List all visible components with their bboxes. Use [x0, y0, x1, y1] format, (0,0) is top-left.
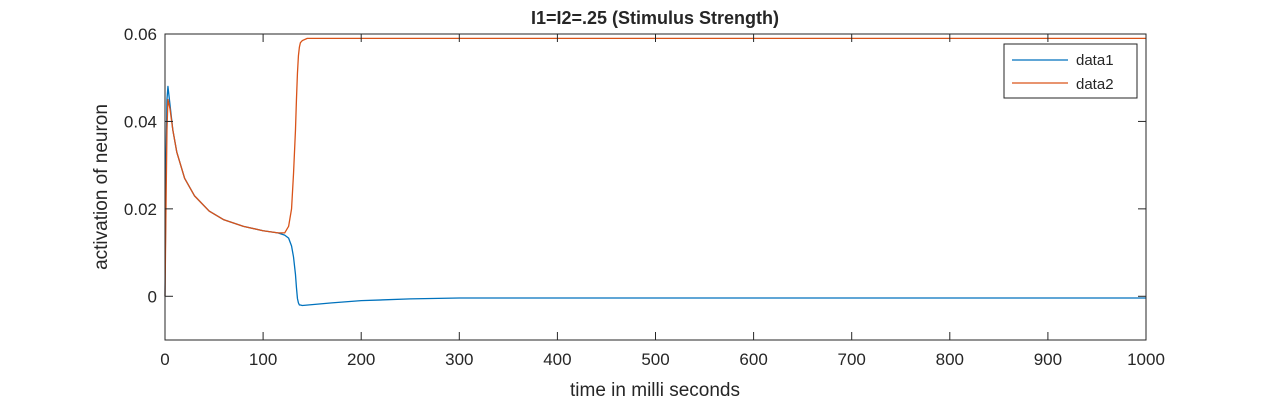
- x-tick-label: 500: [641, 350, 669, 369]
- y-tick-label: 0: [148, 287, 157, 306]
- y-tick-label: 0.04: [124, 112, 157, 131]
- x-tick-label: 1000: [1127, 350, 1165, 369]
- x-tick-label: 400: [543, 350, 571, 369]
- x-tick-label: 600: [739, 350, 767, 369]
- chart-title: I1=I2=.25 (Stimulus Strength): [531, 8, 779, 28]
- x-axis-ticks: 0 100 200 300 400 500 600 700 800 900 1000: [160, 34, 1165, 369]
- y-tick-label: 0.06: [124, 25, 157, 44]
- x-tick-label: 100: [249, 350, 277, 369]
- series-line-data2: [164, 37, 1146, 297]
- legend: data1 data2: [1003, 43, 1138, 99]
- x-tick-label: 800: [936, 350, 964, 369]
- x-tick-label: 300: [445, 350, 473, 369]
- x-tick-label: 200: [347, 350, 375, 369]
- series-layer: [164, 37, 1146, 307]
- legend-label-data1: data1: [1076, 52, 1114, 69]
- x-tick-label: 900: [1034, 350, 1062, 369]
- x-tick-label: 0: [160, 350, 169, 369]
- plot-area: [165, 34, 1146, 340]
- y-axis-label: activation of neuron: [91, 104, 112, 270]
- y-tick-label: 0.02: [124, 200, 157, 219]
- legend-label-data2: data2: [1076, 76, 1114, 93]
- y-axis-ticks: 0 0.02 0.04 0.06: [124, 25, 1146, 306]
- x-tick-label: 700: [838, 350, 866, 369]
- legend-box: [1003, 43, 1138, 99]
- x-axis-label: time in milli seconds: [570, 380, 740, 401]
